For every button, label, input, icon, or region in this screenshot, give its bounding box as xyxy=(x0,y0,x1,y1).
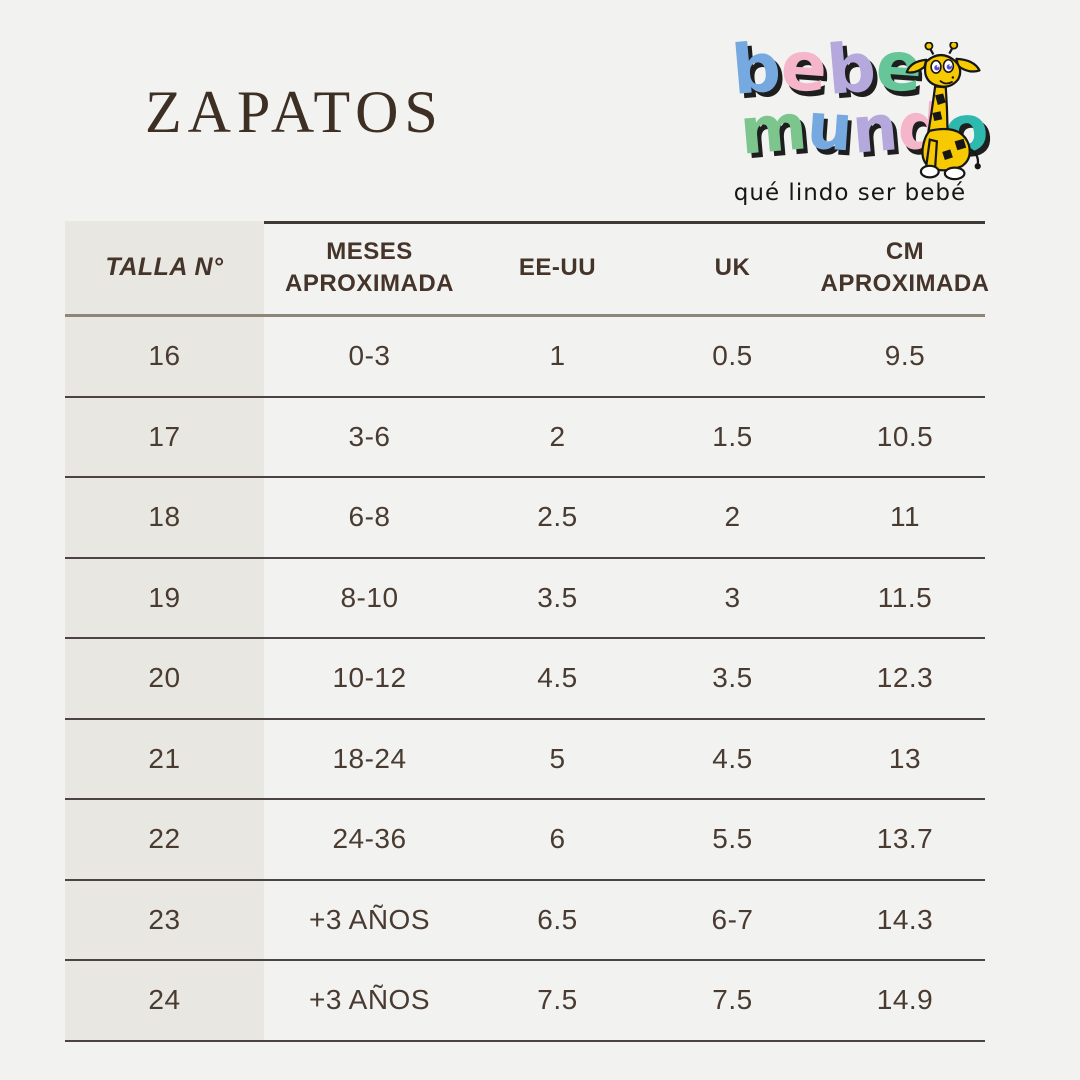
column-header-meses: MESES APROXIMADA xyxy=(284,238,454,297)
table-row: 22 24-36 6 5.5 13.7 xyxy=(65,800,985,881)
column-header-cm: CM APROXIMADA xyxy=(820,238,990,297)
table-row: 23 +3 AÑOS 6.5 6-7 14.3 xyxy=(65,880,985,961)
table-row: 24 +3 AÑOS 7.5 7.5 14.9 xyxy=(65,961,985,1042)
cell-meses: +3 AÑOS xyxy=(308,903,430,935)
cell-uk: 0.5 xyxy=(712,340,753,372)
cell-eeuu: 6.5 xyxy=(537,903,578,935)
cell-talla: 17 xyxy=(65,397,264,476)
table-top-border xyxy=(264,221,985,224)
cell-eeuu: 4.5 xyxy=(537,662,578,694)
cell-talla: 18 xyxy=(65,478,264,557)
cell-cm: 10.5 xyxy=(876,420,934,452)
giraffe-icon xyxy=(905,42,981,181)
page-title: ZAPATOS xyxy=(145,79,444,145)
table-row: 20 10-12 4.5 3.5 12.3 xyxy=(65,639,985,720)
cell-meses: 10-12 xyxy=(332,662,407,694)
cell-talla: 22 xyxy=(65,800,264,879)
cell-cm: 9.5 xyxy=(884,340,926,372)
cell-eeuu: 3.5 xyxy=(537,581,578,613)
cell-meses: 3-6 xyxy=(348,420,391,452)
cell-talla: 21 xyxy=(65,719,264,798)
logo-letter: u xyxy=(804,89,855,167)
cell-cm: 14.9 xyxy=(876,984,934,1016)
cell-meses: 24-36 xyxy=(332,823,407,855)
cell-meses: 8-10 xyxy=(340,581,399,613)
column-header-talla: TALLA N° xyxy=(65,221,264,314)
logo-tagline: qué lindo ser bebé xyxy=(733,180,967,206)
cell-talla: 23 xyxy=(65,880,264,959)
cell-talla: 19 xyxy=(65,558,264,637)
cell-uk: 3 xyxy=(724,581,741,613)
size-table: TALLA N° MESES APROXIMADA EE-UU UK CM APROXI… xyxy=(65,221,990,1042)
cell-eeuu: 7.5 xyxy=(537,984,578,1016)
table-row: 19 8-10 3.5 3 11.5 xyxy=(65,558,985,639)
logo-letter: n xyxy=(849,91,902,169)
cell-cm: 13.7 xyxy=(876,823,934,855)
cell-eeuu: 2 xyxy=(549,420,566,452)
cell-uk: 6-7 xyxy=(711,903,754,935)
cell-talla: 16 xyxy=(65,317,264,396)
cell-cm: 14.3 xyxy=(876,903,934,935)
cell-eeuu: 1 xyxy=(549,340,566,372)
column-header-uk: UK xyxy=(714,253,751,281)
logo-letter: m xyxy=(737,90,810,170)
cell-cm: 11.5 xyxy=(877,581,933,613)
cell-cm: 12.3 xyxy=(876,662,934,694)
brand-logo: bebe mundo xyxy=(712,26,1002,223)
cell-meses: 18-24 xyxy=(332,742,407,774)
cell-cm: 11 xyxy=(889,501,921,533)
cell-uk: 2 xyxy=(724,501,741,533)
table-row: 18 6-8 2.5 2 11 xyxy=(65,478,985,559)
table-row: 16 0-3 1 0.5 9.5 xyxy=(65,317,985,398)
cell-meses: 6-8 xyxy=(348,501,391,533)
cell-uk: 4.5 xyxy=(712,742,753,774)
cell-eeuu: 6 xyxy=(549,823,566,855)
cell-uk: 3.5 xyxy=(712,662,753,694)
cell-uk: 5.5 xyxy=(712,823,753,855)
cell-talla: 20 xyxy=(65,639,264,718)
cell-uk: 7.5 xyxy=(712,984,753,1016)
cell-cm: 13 xyxy=(888,742,922,774)
cell-talla: 24 xyxy=(65,961,264,1040)
cell-eeuu: 2.5 xyxy=(537,501,578,533)
table-header-row: TALLA N° MESES APROXIMADA EE-UU UK CM APROXI… xyxy=(65,221,990,317)
cell-uk: 1.5 xyxy=(712,420,753,452)
table-row: 21 18-24 5 4.5 13 xyxy=(65,719,985,800)
column-header-eeuu: EE-UU xyxy=(518,253,597,281)
cell-meses: 0-3 xyxy=(348,340,391,372)
cell-eeuu: 5 xyxy=(549,742,566,774)
cell-meses: +3 AÑOS xyxy=(308,984,430,1016)
table-row: 17 3-6 2 1.5 10.5 xyxy=(65,397,985,478)
table-body: 16 0-3 1 0.5 9.5 17 3-6 2 1.5 10.5 18 6-8 2.5 2 11 19 8-… xyxy=(65,317,985,1042)
